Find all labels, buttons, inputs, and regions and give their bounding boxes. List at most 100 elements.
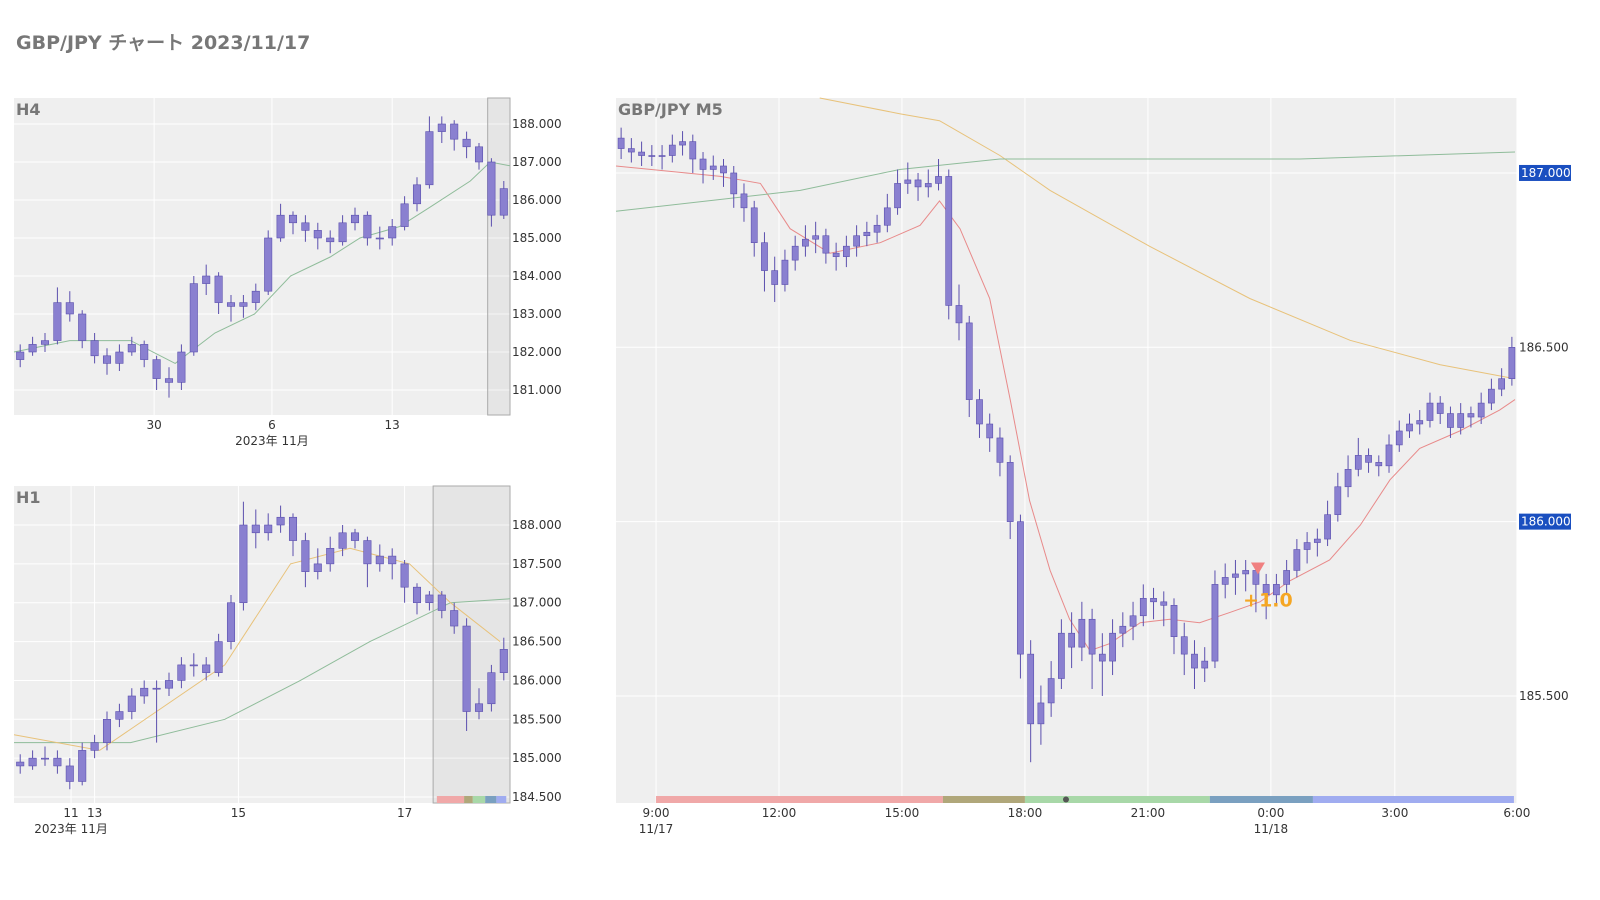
page-title: GBP/JPY チャート 2023/11/17 (16, 32, 310, 54)
candle-body (239, 302, 248, 307)
x-tick-label: 13 (87, 806, 102, 820)
candle-body (400, 203, 409, 227)
y-tick-label: 183.000 (512, 307, 562, 321)
candle-body (883, 207, 891, 226)
candle-body (1139, 598, 1147, 617)
y-tick-label: 186.000 (512, 193, 562, 207)
candle-body (226, 302, 236, 307)
candle-body (264, 237, 273, 292)
candle-body (976, 399, 983, 425)
candle-body (945, 176, 953, 306)
candle-body (832, 252, 840, 257)
candle-body (487, 161, 496, 216)
y-tick-label: 186.500 (512, 635, 562, 649)
candle-body (617, 137, 625, 149)
candle-body (102, 719, 112, 743)
plot-area (14, 98, 510, 415)
candle-body (658, 155, 666, 157)
price-badge (1519, 164, 1571, 181)
candle-body (740, 193, 748, 209)
candle-body (1119, 625, 1127, 634)
candle-body (177, 351, 186, 383)
y-tick-label: 188.000 (512, 518, 562, 532)
y-tick-label: 185.000 (512, 231, 562, 245)
x-tick-label: 17 (397, 806, 412, 820)
candle-body (771, 270, 779, 285)
candle-body (127, 344, 136, 353)
candle-body (412, 586, 422, 604)
candle-body (1129, 615, 1137, 627)
candle-body (350, 214, 360, 224)
candle-body (1283, 570, 1291, 585)
candle-body (996, 437, 1004, 463)
candle-body (1303, 542, 1311, 550)
candle-body (288, 516, 298, 541)
candle-body (1273, 584, 1280, 596)
candle-body (375, 555, 384, 565)
candle-body (1293, 549, 1301, 571)
candle-body (388, 555, 397, 565)
candle-body (1242, 570, 1250, 575)
candle-body (16, 351, 25, 360)
candle-body (1262, 584, 1270, 596)
candle-body (214, 275, 223, 303)
y-tick-label: 187.000 (512, 596, 562, 610)
candle-body (65, 765, 74, 782)
candle-body (202, 664, 211, 673)
y-tick-label: 185.500 (1519, 689, 1569, 703)
candle-body (313, 230, 322, 239)
y-tick-label: 186.500 (1519, 340, 1569, 354)
candle-body (437, 594, 446, 611)
x-tick-label: 15:00 (885, 806, 920, 820)
candle-body (189, 664, 198, 667)
candle-body (679, 141, 686, 146)
candle-body (140, 344, 149, 360)
candle-body (1324, 514, 1331, 540)
panel: 11 2023年 11月 13 15 17 184.500 185.000 185.500 18… (13, 485, 562, 836)
candle-body (1006, 462, 1014, 522)
candle-body (90, 340, 99, 357)
candle-body (1385, 444, 1393, 467)
candle-body (350, 532, 360, 541)
candle-body (1406, 423, 1413, 432)
candle-body (375, 237, 384, 240)
candle-body (1068, 632, 1075, 648)
candle-body (1037, 702, 1045, 725)
x-tick-label: 3:00 (1381, 806, 1408, 820)
x-tick-sublabel: 11/18 (1254, 822, 1289, 836)
highlight-range (487, 97, 511, 416)
candle-body (1109, 632, 1116, 662)
candle-body (152, 687, 161, 690)
candle-body (1170, 605, 1178, 637)
candle-body (1395, 430, 1403, 446)
moving-average (13, 161, 511, 364)
candle-body (761, 242, 768, 271)
candle-body (164, 680, 174, 689)
panel-title: H1 (16, 488, 41, 507)
candle-body (53, 302, 62, 341)
candle-body (28, 757, 37, 767)
candle-body (164, 378, 174, 383)
session-bar (942, 796, 1025, 803)
session-bar (496, 796, 507, 803)
candle-body (1232, 573, 1239, 578)
candle-body (791, 245, 799, 261)
candle-body (781, 259, 789, 285)
x-tick-label: 6:00 (1503, 806, 1530, 820)
candle-body (1017, 521, 1024, 655)
candle-body (189, 283, 198, 353)
candle-body (720, 165, 727, 174)
x-tick-label: 13 (385, 418, 400, 432)
candle-body (1447, 413, 1454, 428)
candle-body (1467, 413, 1475, 418)
candle-body (276, 516, 285, 526)
candle-body (326, 237, 335, 243)
candle-body (1498, 378, 1506, 390)
candle-body (499, 188, 508, 216)
candle-body (425, 131, 434, 186)
candle-body (924, 183, 932, 188)
candle-body (1365, 455, 1372, 463)
candle-body (873, 224, 881, 233)
candle-body (1150, 598, 1157, 603)
